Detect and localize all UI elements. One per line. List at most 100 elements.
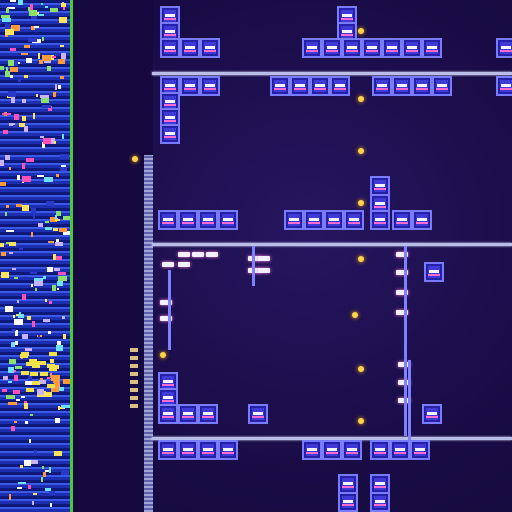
logic-block [8, 91, 16, 97]
memory-cell [412, 76, 432, 96]
memory-cell [198, 210, 218, 230]
logic-block [57, 281, 63, 286]
logic-block [9, 359, 16, 364]
logic-block [7, 96, 11, 98]
logic-block [32, 501, 34, 505]
logic-block [5, 34, 8, 37]
logic-block [31, 284, 33, 287]
logic-block [0, 160, 4, 166]
logic-block [56, 174, 59, 177]
logic-block [20, 465, 23, 468]
logic-block [33, 214, 35, 220]
memory-cell [370, 440, 390, 460]
logic-block [8, 402, 17, 405]
contact-tap [396, 310, 408, 315]
memory-cell [218, 210, 238, 230]
logic-block [47, 364, 55, 368]
contact-tap [258, 256, 270, 261]
memory-cell [496, 76, 512, 96]
logic-block [38, 361, 46, 365]
logic-block [16, 204, 22, 207]
memory-cell [370, 474, 390, 494]
logic-block [5, 71, 10, 77]
memory-cell [304, 210, 324, 230]
memory-cell [302, 38, 322, 58]
logic-block [63, 231, 71, 235]
logic-block [58, 276, 67, 281]
logic-block [51, 375, 60, 381]
logic-block [24, 45, 30, 48]
logic-block [25, 381, 33, 385]
logic-block [0, 182, 6, 186]
bond-pad [130, 380, 138, 384]
logic-block [42, 105, 51, 108]
logic-block [29, 359, 37, 363]
logic-block [63, 216, 72, 220]
logic-block [37, 389, 44, 395]
logic-block [42, 37, 44, 41]
contact-tap [162, 262, 174, 267]
logic-block [26, 58, 32, 63]
contact-tap [396, 252, 408, 257]
logic-block [24, 126, 28, 132]
logic-block [48, 331, 51, 334]
logic-block [59, 228, 67, 232]
metal-wire [168, 270, 171, 350]
logic-block [42, 466, 44, 469]
logic-block [14, 421, 17, 423]
logic-block [35, 288, 37, 291]
memory-cell [370, 492, 390, 512]
logic-block [38, 14, 44, 16]
memory-cell [382, 38, 402, 58]
logic-block [57, 288, 59, 290]
logic-block [6, 8, 9, 13]
logic-block [11, 426, 15, 431]
logic-block [51, 387, 59, 392]
via-dot [352, 312, 358, 318]
logic-block [43, 138, 51, 144]
logic-block [49, 491, 55, 495]
logic-block [13, 390, 20, 394]
logic-block [45, 470, 50, 472]
logic-block [12, 329, 16, 331]
logic-block [60, 167, 67, 171]
logic-block [1, 252, 6, 256]
logic-block [38, 53, 40, 59]
logic-block [17, 300, 19, 303]
logic-block [28, 375, 32, 381]
memory-cell [412, 210, 432, 230]
logic-block [6, 230, 14, 232]
logic-block [10, 0, 16, 2]
logic-block [19, 123, 25, 127]
logic-block [55, 242, 63, 246]
logic-block [15, 341, 18, 345]
logic-block [8, 60, 16, 66]
logic-block [22, 334, 28, 339]
metal-wire [252, 246, 255, 286]
memory-cell [322, 440, 342, 460]
memory-cell [338, 474, 358, 494]
logic-block [6, 67, 8, 72]
logic-block [55, 418, 60, 423]
memory-cell [342, 38, 362, 58]
logic-block [48, 241, 54, 243]
logic-block [58, 85, 61, 89]
logic-block [62, 134, 64, 139]
memory-cell [160, 38, 180, 58]
memory-cell [410, 440, 430, 460]
logic-block [9, 242, 16, 246]
logic-block [44, 59, 51, 63]
logic-block [14, 114, 19, 120]
via-dot [358, 418, 364, 424]
logic-block [49, 367, 57, 371]
routing-corridor [73, 0, 153, 512]
logic-block [9, 123, 15, 126]
bond-pad [130, 356, 138, 360]
logic-block [45, 221, 49, 223]
logic-block [44, 177, 53, 182]
logic-block [53, 92, 56, 97]
logic-block [16, 314, 19, 316]
logic-block [50, 8, 58, 12]
logic-block [45, 227, 52, 230]
